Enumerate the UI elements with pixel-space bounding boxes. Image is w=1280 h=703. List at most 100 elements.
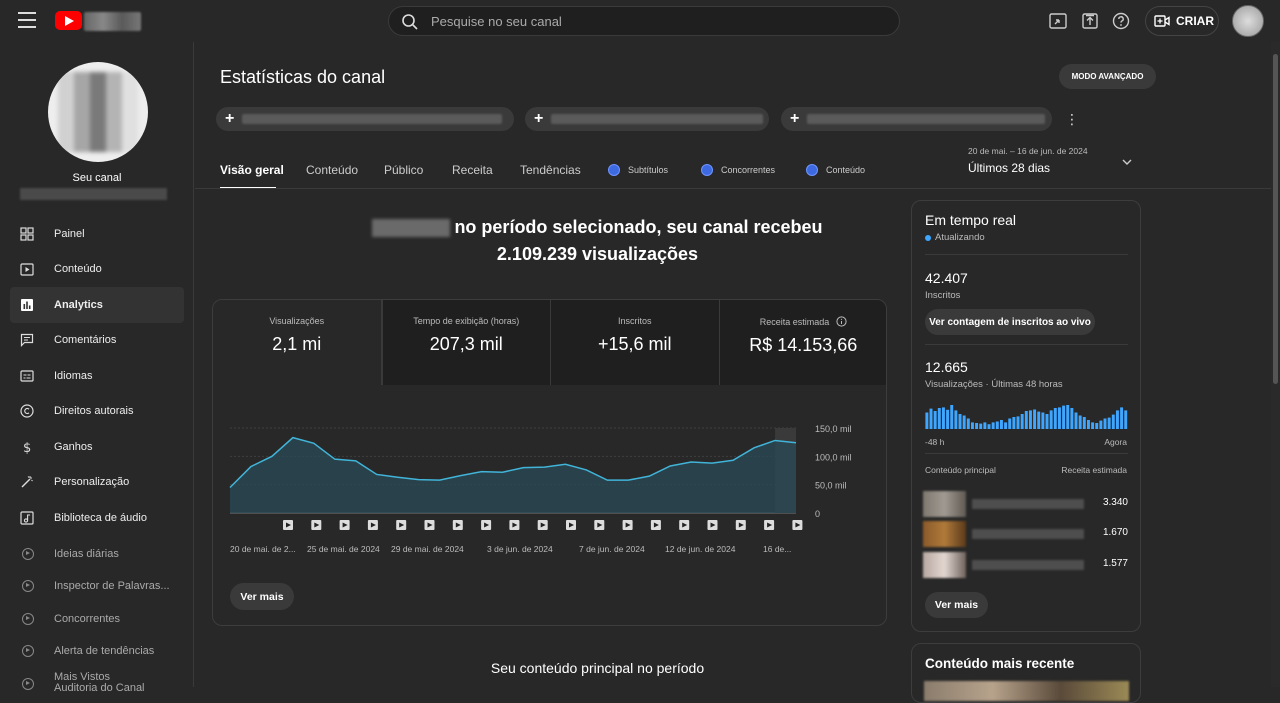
realtime-bar[interactable] xyxy=(1091,422,1095,429)
sidebar-item-biblioteca-de-audio[interactable]: Biblioteca de áudio xyxy=(10,500,184,536)
realtime-bar[interactable] xyxy=(1012,417,1016,429)
scrollbar-thumb[interactable] xyxy=(1273,54,1278,384)
sidebar-item-painel[interactable]: Painel xyxy=(10,216,184,252)
realtime-see-more-button[interactable]: Ver mais xyxy=(925,592,988,618)
realtime-bar[interactable] xyxy=(1103,418,1107,430)
realtime-bar[interactable] xyxy=(1049,410,1053,429)
menu-icon[interactable] xyxy=(18,12,36,28)
live-icon[interactable] xyxy=(1048,11,1068,31)
realtime-bar[interactable] xyxy=(1111,414,1115,429)
search-input[interactable] xyxy=(431,7,891,35)
account-avatar[interactable] xyxy=(1232,5,1264,37)
help-icon[interactable] xyxy=(1111,11,1131,31)
realtime-bar[interactable] xyxy=(1008,418,1012,430)
sidebar-ext-concorrentes[interactable]: Concorrentes xyxy=(10,603,184,636)
sidebar-ext-mais-vistos[interactable]: Mais Vistos Auditoria do Canal xyxy=(10,668,184,698)
sidebar-ext-inspector-de-palavras[interactable]: Inspector de Palavras... xyxy=(10,570,184,603)
filter-chip[interactable]: + xyxy=(216,107,514,131)
realtime-bar[interactable] xyxy=(941,407,945,429)
filter-chip[interactable]: + xyxy=(525,107,769,131)
sidebar-item-personalizacao[interactable]: Personalização xyxy=(10,465,184,501)
realtime-bar[interactable] xyxy=(1120,407,1124,429)
realtime-bar[interactable] xyxy=(1057,407,1061,429)
realtime-bar[interactable] xyxy=(1041,412,1045,430)
metric-views[interactable]: Visualizações 2,1 mi xyxy=(213,300,382,385)
realtime-bar[interactable] xyxy=(1124,410,1128,429)
realtime-bar[interactable] xyxy=(954,410,958,429)
realtime-bar[interactable] xyxy=(1086,420,1090,429)
content-row[interactable]: 3.340 xyxy=(923,491,1128,517)
realtime-bar[interactable] xyxy=(1045,414,1049,429)
realtime-bar[interactable] xyxy=(946,409,950,429)
see-more-button[interactable]: Ver mais xyxy=(230,583,294,610)
date-preset[interactable]: Últimos 28 dias xyxy=(968,161,1051,175)
realtime-bar[interactable] xyxy=(1020,414,1024,429)
realtime-bar[interactable] xyxy=(987,424,991,429)
more-options-icon[interactable]: ⋮ xyxy=(1065,111,1079,127)
upload-icon[interactable] xyxy=(1080,11,1100,31)
realtime-bar[interactable] xyxy=(1074,412,1078,430)
advanced-mode-button[interactable]: MODO AVANÇADO xyxy=(1059,64,1156,89)
realtime-bar[interactable] xyxy=(1082,417,1086,429)
realtime-bar[interactable] xyxy=(983,422,987,429)
realtime-bar[interactable] xyxy=(999,420,1003,429)
metric-subscribers[interactable]: Inscritos +15,6 mil xyxy=(550,300,719,385)
realtime-bar[interactable] xyxy=(937,408,941,429)
tab-conteudo[interactable]: Conteúdo xyxy=(306,163,359,177)
tab-conteudo-ext[interactable]: Conteúdo xyxy=(806,164,865,176)
scrollbar[interactable] xyxy=(1271,42,1280,687)
realtime-bar[interactable] xyxy=(966,418,970,430)
realtime-bar[interactable] xyxy=(979,423,983,429)
realtime-bar[interactable] xyxy=(929,408,933,429)
realtime-bar[interactable] xyxy=(1024,411,1028,429)
live-count-button[interactable]: Ver contagem de inscritos ao vivo xyxy=(925,309,1095,335)
realtime-bar[interactable] xyxy=(1062,405,1066,429)
realtime-bar[interactable] xyxy=(925,412,929,430)
metric-revenue[interactable]: Receita estimada R$ 14.153,66 xyxy=(718,300,886,385)
realtime-bar[interactable] xyxy=(1004,422,1008,429)
content-row[interactable]: 1.670 xyxy=(923,521,1128,547)
realtime-bar[interactable] xyxy=(958,414,962,429)
sidebar-item-idiomas[interactable]: Idiomas xyxy=(10,358,184,394)
realtime-bar[interactable] xyxy=(1107,417,1111,429)
sidebar-item-comentarios[interactable]: Comentários xyxy=(10,323,184,359)
realtime-bar[interactable] xyxy=(1053,408,1057,429)
date-range[interactable]: 20 de mai. – 16 de jun. de 2024 xyxy=(968,146,1088,156)
sidebar-item-conteudo[interactable]: Conteúdo xyxy=(10,252,184,288)
realtime-bar[interactable] xyxy=(995,421,999,430)
realtime-bar[interactable] xyxy=(975,423,979,429)
realtime-bar[interactable] xyxy=(1016,416,1020,429)
realtime-bar[interactable] xyxy=(950,405,954,429)
realtime-bar[interactable] xyxy=(1033,409,1037,430)
tab-subtitulos[interactable]: Subtítulos xyxy=(608,164,668,176)
content-row[interactable]: 1.577 xyxy=(923,552,1128,578)
create-button[interactable]: CRIAR xyxy=(1145,6,1219,36)
filter-chip[interactable]: + xyxy=(781,107,1052,131)
tab-visao-geral[interactable]: Visão geral xyxy=(220,163,284,177)
realtime-bar[interactable] xyxy=(1070,408,1074,429)
sidebar-ext-ideias-diarias[interactable]: Ideias diárias xyxy=(10,538,184,571)
realtime-bar[interactable] xyxy=(962,415,966,430)
realtime-bar[interactable] xyxy=(1115,410,1119,429)
realtime-bar[interactable] xyxy=(1066,405,1070,429)
youtube-logo[interactable] xyxy=(55,11,82,30)
info-icon[interactable] xyxy=(836,316,847,327)
realtime-bar[interactable] xyxy=(1099,420,1103,429)
tab-concorrentes[interactable]: Concorrentes xyxy=(701,164,775,176)
tab-publico[interactable]: Público xyxy=(384,163,424,177)
sidebar-item-analytics[interactable]: Analytics xyxy=(10,287,184,323)
channel-avatar[interactable] xyxy=(48,62,148,162)
realtime-bar[interactable] xyxy=(1078,415,1082,430)
realtime-bar[interactable] xyxy=(970,422,974,429)
realtime-bar[interactable] xyxy=(1095,423,1099,429)
sidebar-ext-alerta-de-tendencias[interactable]: Alerta de tendências xyxy=(10,635,184,668)
realtime-bar[interactable] xyxy=(991,422,995,429)
realtime-bar[interactable] xyxy=(933,411,937,429)
realtime-bar[interactable] xyxy=(1037,411,1041,429)
tab-tendencias[interactable]: Tendências xyxy=(520,163,581,177)
metric-watch-time[interactable]: Tempo de exibição (horas) 207,3 mil xyxy=(381,300,550,385)
recent-content-thumbnail[interactable] xyxy=(924,681,1129,701)
search-bar[interactable] xyxy=(388,6,900,36)
tab-receita[interactable]: Receita xyxy=(452,163,493,177)
realtime-bar[interactable] xyxy=(1028,410,1032,429)
